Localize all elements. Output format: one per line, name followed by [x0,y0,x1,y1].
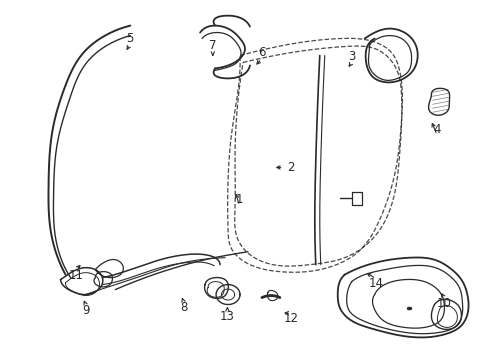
Text: 3: 3 [347,50,355,63]
Text: 13: 13 [220,310,234,323]
Text: 2: 2 [286,161,294,174]
Text: 5: 5 [126,32,133,45]
Text: 10: 10 [436,297,451,310]
Text: 8: 8 [180,301,187,314]
Text: 1: 1 [235,193,243,206]
Text: 4: 4 [432,123,440,136]
Text: 6: 6 [257,46,265,59]
Text: 11: 11 [69,269,83,282]
Text: 12: 12 [283,311,298,325]
Text: 14: 14 [368,278,383,291]
Text: 9: 9 [82,305,90,318]
Text: 7: 7 [209,39,216,52]
